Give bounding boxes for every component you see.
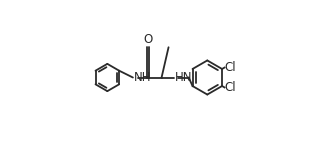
Text: Cl: Cl <box>225 61 236 74</box>
Text: NH: NH <box>134 71 151 84</box>
Text: O: O <box>144 33 153 46</box>
Text: HN: HN <box>174 71 192 84</box>
Text: Cl: Cl <box>225 81 236 94</box>
